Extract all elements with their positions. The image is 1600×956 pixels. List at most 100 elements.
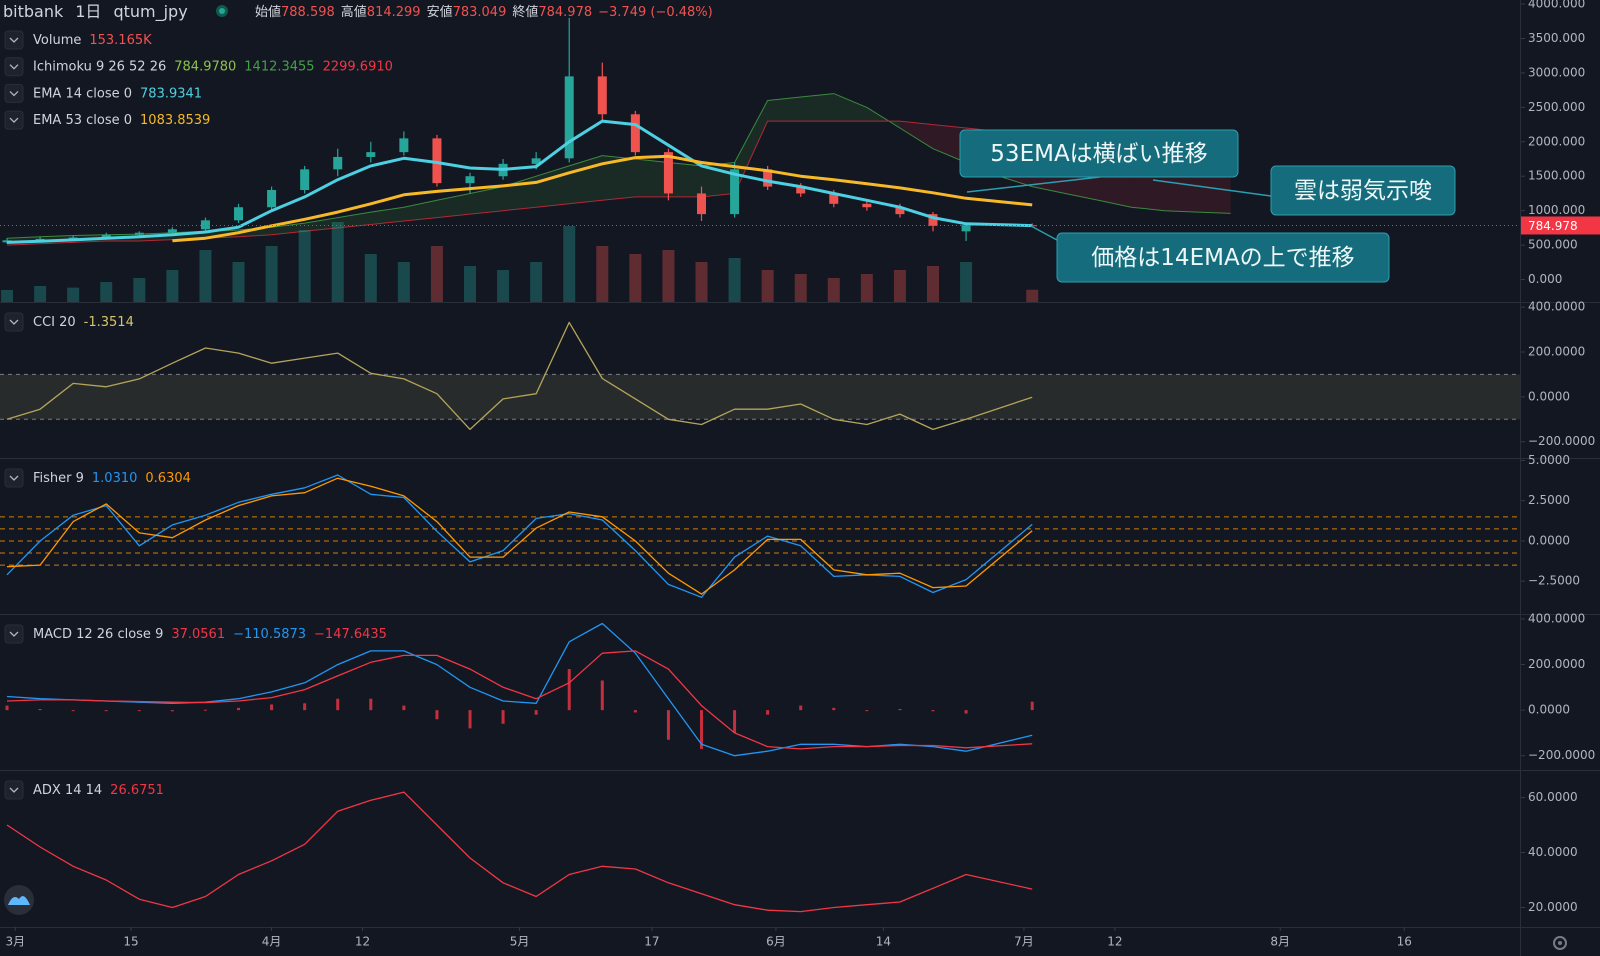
volume-bar: [464, 266, 477, 302]
candle-body: [862, 203, 872, 208]
collapse-chevron: [9, 90, 19, 97]
candle-body: [597, 76, 607, 115]
collapse-chevron: [9, 64, 19, 70]
header-interval: 1日: [75, 2, 101, 21]
callout-text: 価格は14EMAの上で推移: [1091, 245, 1354, 271]
x-tick-label: 12: [355, 935, 370, 949]
candle-body: [167, 229, 177, 233]
y-tick-label: 500.000: [1528, 238, 1578, 252]
legend-entry: EMA 14 close 0 783.9341: [33, 86, 202, 101]
x-tick-label: 8月: [1270, 935, 1290, 949]
histogram-bar: [700, 710, 704, 749]
histogram-bar: [766, 710, 770, 715]
legend-entry: Volume 153.165K: [33, 33, 152, 48]
cloud-segment: [933, 124, 967, 163]
candle-body: [928, 214, 938, 226]
volume-bar: [1026, 289, 1039, 302]
histogram-bar: [38, 709, 42, 711]
callout-pointer: [1152, 179, 1272, 197]
legend-value: 1412.3455: [244, 59, 314, 74]
cloud-segment: [635, 159, 669, 197]
histogram-bar: [600, 680, 604, 711]
volume-bar: [563, 226, 576, 302]
settings-icon[interactable]: [1553, 936, 1567, 950]
x-tick-label: 6月: [766, 935, 786, 949]
volume-bar: [298, 230, 311, 302]
macd-line: [6, 650, 1033, 750]
indicator-line: [6, 477, 1033, 595]
last-price-label: 784.978: [1528, 219, 1578, 233]
volume-bar: [100, 282, 113, 302]
candle-body: [366, 152, 376, 157]
collapse-chevron: [9, 37, 19, 43]
legend-entry: ADX 14 14 26.6751: [33, 783, 164, 798]
histogram-bar: [1030, 701, 1034, 711]
volume-bar: [364, 254, 377, 302]
x-tick-label: 7月: [1014, 935, 1034, 949]
collapse-button[interactable]: [4, 110, 24, 130]
candle-body: [796, 186, 806, 194]
candle-body: [829, 193, 839, 204]
indicator-line: [6, 791, 1033, 913]
volume-bar: [728, 258, 741, 302]
legend-value: 784.9780: [174, 59, 236, 74]
collapse-button[interactable]: [4, 83, 24, 103]
candle-body: [730, 169, 740, 215]
band-fill: [0, 374, 1520, 420]
cloud-segment: [899, 121, 933, 149]
candle-body: [564, 76, 574, 159]
histogram-bar: [633, 710, 637, 713]
collapse-button[interactable]: [4, 624, 24, 644]
collapse-button[interactable]: [4, 312, 24, 332]
candle-body: [101, 234, 111, 238]
cloud-segment: [668, 162, 702, 197]
histogram-bar: [534, 710, 538, 715]
x-tick-label: 5月: [510, 935, 530, 949]
histogram-bar: [203, 709, 207, 711]
volume-bar: [199, 250, 212, 302]
volume-bar: [497, 270, 510, 302]
histogram-bar: [303, 703, 307, 711]
y-tick-label: 2.5000: [1528, 493, 1570, 507]
collapse-chevron: [9, 787, 19, 793]
collapse-button[interactable]: [4, 57, 24, 77]
gear-hub[interactable]: [1558, 941, 1562, 945]
x-tick-label: 12: [1107, 935, 1122, 949]
y-tick-label: 0.000: [1528, 272, 1562, 286]
collapse-button[interactable]: [4, 780, 24, 800]
cloud-segment: [602, 155, 636, 201]
volume-bar: [761, 270, 774, 302]
collapse-button[interactable]: [4, 468, 24, 488]
ohlc-label: 高値: [341, 4, 367, 20]
legend-entry: EMA 53 close 0 1083.8539: [33, 113, 210, 128]
pane: [5, 622, 1034, 757]
histogram-bar: [5, 705, 9, 711]
volume-bar: [893, 270, 906, 302]
volume-bar: [530, 262, 543, 302]
histogram-bar: [931, 710, 935, 712]
y-tick-label: 60.0000: [1528, 790, 1578, 804]
ohlc-value: 783.049: [453, 5, 507, 20]
callout-text: 53EMAは横ばい推移: [990, 141, 1207, 167]
candle-body: [697, 193, 707, 215]
ohlc-label: 安値: [427, 4, 453, 20]
cloud-segment: [337, 212, 371, 228]
y-tick-label: 2000.000: [1528, 134, 1585, 148]
histogram-bar: [435, 710, 439, 720]
y-tick-label: 3000.000: [1528, 65, 1585, 79]
y-tick-label: 1000.000: [1528, 203, 1585, 217]
volume-bar: [265, 246, 278, 302]
logo[interactable]: [4, 885, 34, 915]
legend-name: Fisher 9: [33, 471, 84, 486]
collapse-button[interactable]: [4, 30, 24, 50]
logo-shape[interactable]: [8, 896, 30, 905]
gear-ring[interactable]: [1553, 936, 1567, 950]
indicator-line: [6, 321, 1033, 431]
legend-value: 1083.8539: [140, 113, 210, 128]
legend-name: CCI 20: [33, 315, 76, 330]
histogram-bar: [402, 705, 406, 711]
cloud-segment: [304, 217, 338, 232]
volume-bar: [67, 287, 80, 302]
